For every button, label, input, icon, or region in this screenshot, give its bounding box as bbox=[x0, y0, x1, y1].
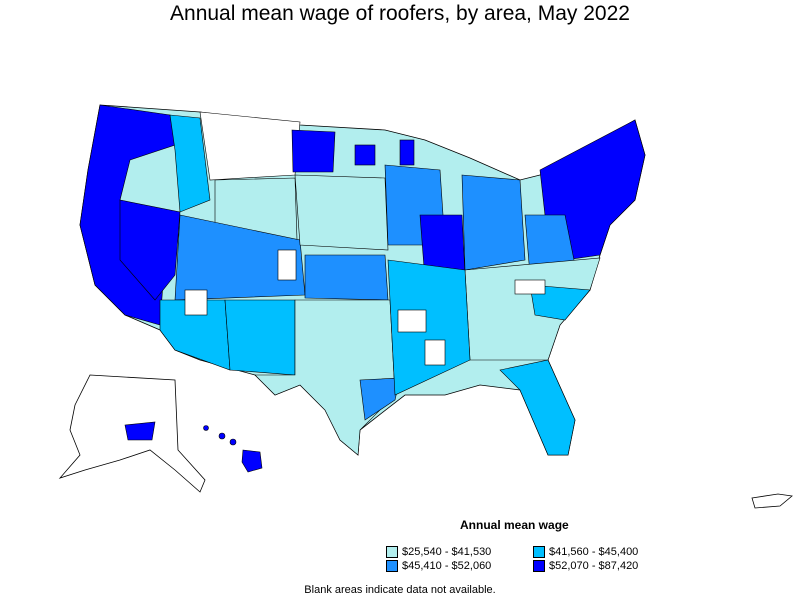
region-florida bbox=[499, 359, 576, 456]
region-new-mexico bbox=[224, 299, 296, 376]
region-hawaii bbox=[203, 425, 263, 473]
legend-item-3: $45,410 - $52,060 bbox=[386, 560, 491, 572]
no-data-patch-3 bbox=[397, 309, 427, 333]
legend-label-3: $45,410 - $52,060 bbox=[402, 560, 492, 572]
no-data-patch-1 bbox=[184, 289, 208, 316]
legend-item-4: $52,070 - $87,420 bbox=[533, 560, 638, 572]
region-alaska-anchorage bbox=[124, 421, 156, 441]
legend-title: Annual mean wage bbox=[460, 518, 569, 532]
region-south-central bbox=[387, 259, 471, 396]
legend-swatch-1 bbox=[386, 546, 398, 558]
legend-swatch-4 bbox=[533, 560, 545, 572]
map-title: Annual mean wage of roofers, by area, Ma… bbox=[170, 2, 630, 25]
region-montana bbox=[199, 111, 301, 181]
region-arizona bbox=[159, 299, 231, 371]
no-data-patch-7 bbox=[354, 144, 376, 166]
no-data-patch-4 bbox=[514, 279, 546, 295]
no-data-patch-6 bbox=[399, 139, 415, 166]
legend-label-2: $41,560 - $45,400 bbox=[549, 546, 639, 558]
no-data-patch-2 bbox=[277, 249, 297, 281]
region-puerto-rico bbox=[751, 493, 793, 509]
region-great-lakes bbox=[461, 174, 526, 271]
region-dakotas bbox=[294, 174, 389, 251]
legend-item-1: $25,540 - $41,530 bbox=[386, 546, 491, 558]
legend-swatch-3 bbox=[386, 560, 398, 572]
legend-label-4: $52,070 - $87,420 bbox=[549, 560, 639, 572]
legend-label-1: $25,540 - $41,530 bbox=[402, 546, 492, 558]
legend-item-2: $41,560 - $45,400 bbox=[533, 546, 638, 558]
footnote: Blank areas indicate data not available. bbox=[304, 584, 496, 596]
no-data-patch-5 bbox=[424, 339, 446, 366]
region-montana-east bbox=[291, 129, 336, 173]
legend-swatch-2 bbox=[533, 546, 545, 558]
region-kansas bbox=[304, 254, 389, 301]
region-idaho bbox=[169, 114, 211, 213]
region-southeast bbox=[464, 257, 601, 361]
region-texas-gulf bbox=[359, 377, 401, 421]
region-nevada bbox=[119, 199, 181, 301]
